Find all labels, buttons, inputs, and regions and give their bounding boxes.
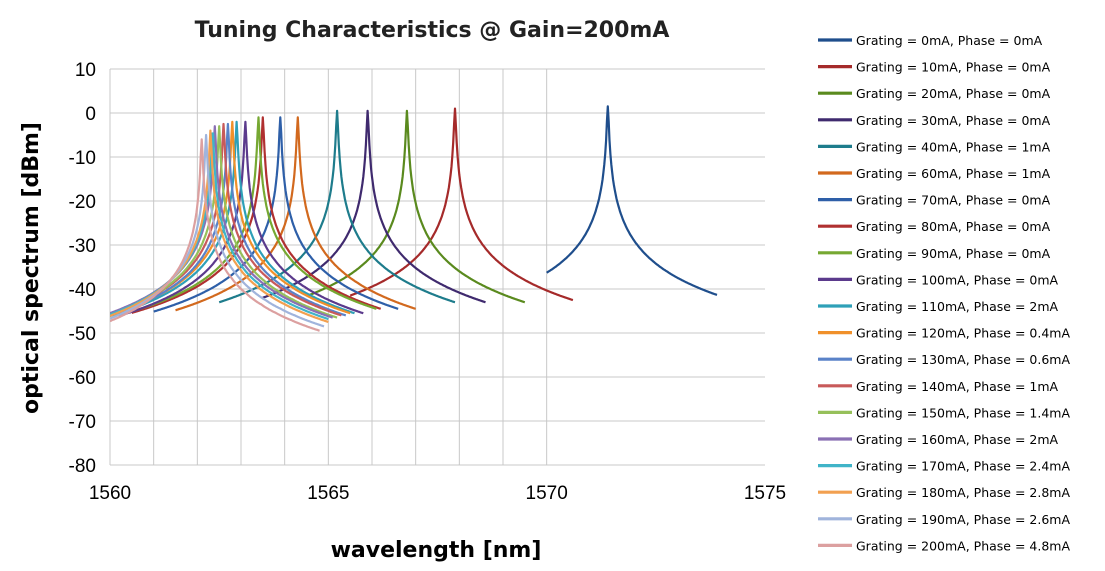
series-line [175, 116, 416, 312]
series-line [110, 138, 320, 332]
y-tick-label: -10 [69, 148, 96, 169]
series-line [153, 116, 399, 313]
series-line [131, 116, 382, 314]
legend-label: Grating = 200mA, Phase = 4.8mA [856, 538, 1070, 553]
x-tick-label: 1560 [89, 483, 131, 504]
legend-label: Grating = 120mA, Phase = 0.4mA [856, 326, 1070, 341]
x-tick-label: 1565 [307, 483, 349, 504]
y-axis-title: optical spectrum [dBm] [19, 122, 44, 414]
series-line [110, 133, 325, 328]
series-lines [110, 105, 718, 332]
plot-grid [109, 68, 765, 466]
legend-label: Grating = 150mA, Phase = 1.4mA [856, 405, 1070, 420]
legend-label: Grating = 190mA, Phase = 2.6mA [856, 512, 1070, 527]
series-line [349, 107, 574, 302]
x-axis-title: wavelength [nm] [331, 538, 542, 563]
legend-label: Grating = 70mA, Phase = 0mA [856, 193, 1051, 208]
legend-label: Grating = 20mA, Phase = 0mA [856, 86, 1051, 101]
legend-label: Grating = 60mA, Phase = 1mA [856, 166, 1051, 181]
legend-label: Grating = 140mA, Phase = 1mA [856, 379, 1059, 394]
y-tick-label: -80 [69, 456, 96, 477]
legend-label: Grating = 0mA, Phase = 0mA [856, 33, 1043, 48]
legend-label: Grating = 180mA, Phase = 2.8mA [856, 485, 1070, 500]
y-tick-label: -20 [69, 192, 96, 213]
y-tick-label: -30 [69, 236, 96, 257]
series-line [546, 105, 718, 296]
y-tick-label: -50 [69, 324, 96, 345]
legend-label: Grating = 100mA, Phase = 0mA [856, 272, 1059, 287]
x-tick-label: 1570 [526, 483, 568, 504]
legend-label: Grating = 10mA, Phase = 0mA [856, 60, 1051, 75]
chart-title: Tuning Characteristics @ Gain=200mA [195, 18, 670, 43]
x-tick-label: 1575 [744, 483, 786, 504]
legend-label: Grating = 160mA, Phase = 2mA [856, 432, 1059, 447]
series-line [110, 129, 329, 324]
legend-label: Grating = 80mA, Phase = 0mA [856, 219, 1051, 234]
y-axis-ticks: 10 0 -10 -20 -30 -40 -50 -60 -70 -80 [69, 60, 96, 477]
legend-label: Grating = 40mA, Phase = 1mA [856, 139, 1051, 154]
legend-label: Grating = 130mA, Phase = 0.6mA [856, 352, 1070, 367]
y-tick-label: 10 [75, 60, 96, 81]
y-tick-label: -40 [69, 280, 96, 301]
y-tick-label: -60 [69, 368, 96, 389]
series-line [262, 109, 486, 304]
y-tick-label: 0 [85, 104, 96, 125]
legend: Grating = 0mA, Phase = 0mA Grating = 10mA… [818, 33, 1070, 553]
x-axis-ticks: 1560 1565 1570 1575 [89, 483, 786, 504]
series-line [306, 109, 526, 304]
legend-label: Grating = 90mA, Phase = 0mA [856, 246, 1051, 261]
legend-label: Grating = 170mA, Phase = 2.4mA [856, 459, 1070, 474]
y-tick-label: -70 [69, 412, 96, 433]
legend-label: Grating = 30mA, Phase = 0mA [856, 113, 1051, 128]
legend-label: Grating = 110mA, Phase = 2mA [856, 299, 1059, 314]
